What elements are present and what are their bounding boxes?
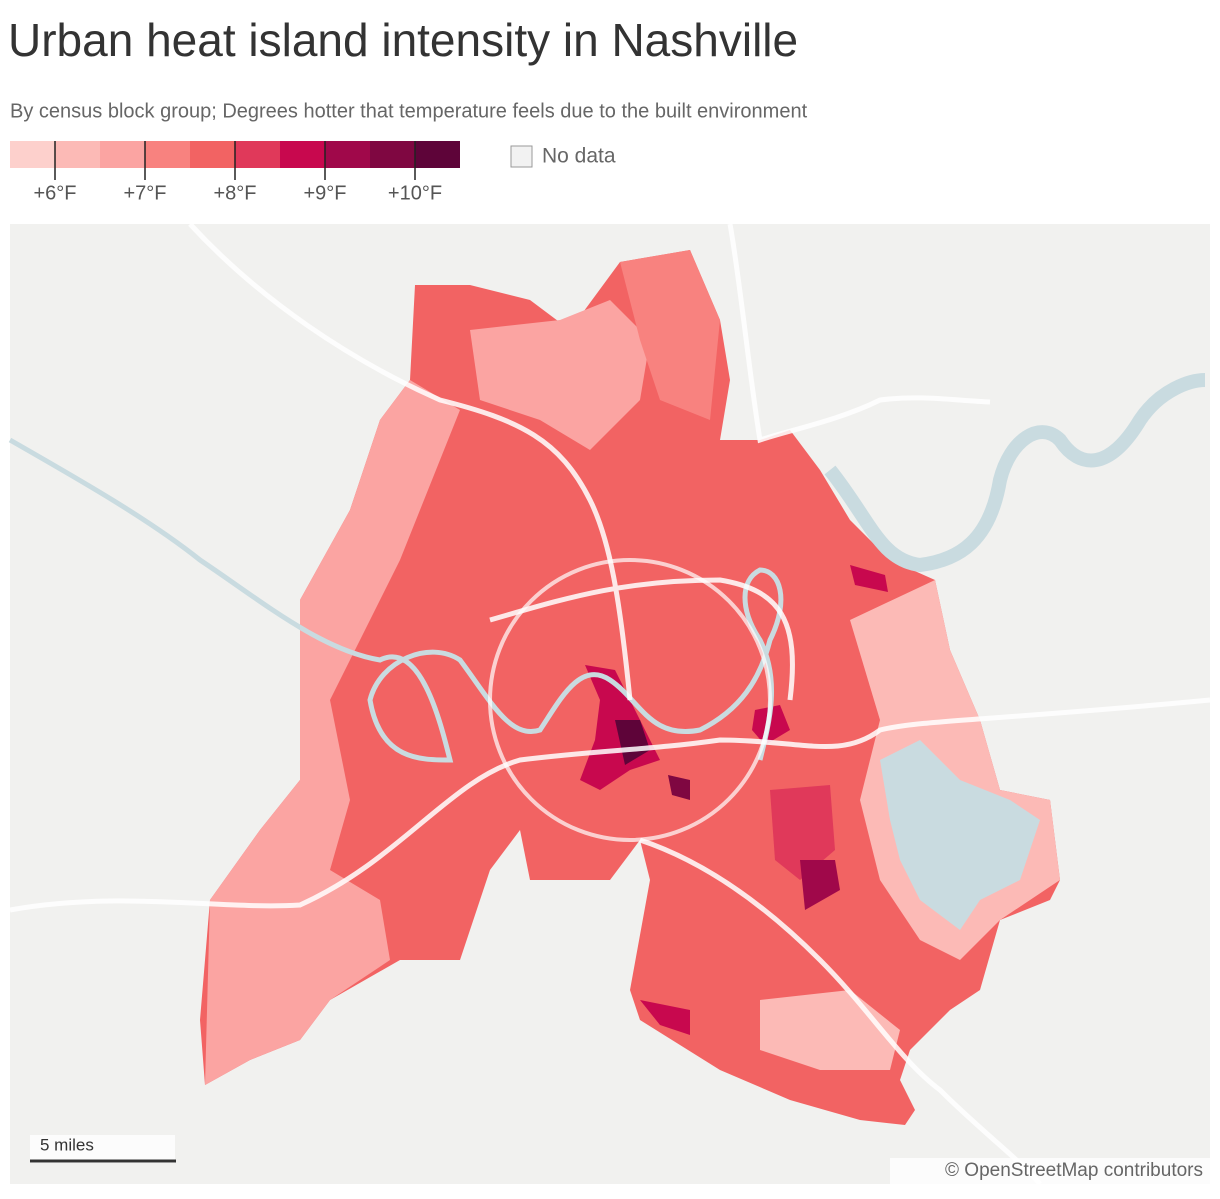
attribution: © OpenStreetMap contributors [945, 1160, 1203, 1181]
region-core [752, 705, 790, 745]
region-light [470, 300, 650, 450]
region-light [205, 380, 460, 1085]
region-mid [620, 250, 720, 420]
scale-bg [30, 1135, 175, 1163]
region-dark [770, 785, 835, 880]
legend-tick-label: +9°F [303, 182, 346, 204]
legend-swatch [100, 141, 145, 168]
no-data-swatch [510, 145, 533, 168]
legend-tick-label: +10°F [388, 182, 442, 204]
road [9, 222, 1211, 1186]
legend-swatch [415, 141, 460, 168]
legend-swatch [55, 141, 100, 168]
legend-swatch [370, 141, 415, 168]
legend: +6°F +7°F +8°F +9°F +10°F [10, 141, 460, 204]
title: Urban heat island intensity in Nashville [8, 14, 798, 66]
region-darker [668, 775, 690, 800]
legend-swatch [190, 141, 235, 168]
river [8, 437, 784, 763]
region-darker [800, 860, 840, 910]
river [824, 373, 1206, 573]
subtitle: By census block group; Degrees hotter th… [10, 100, 808, 122]
legend-swatch [10, 141, 55, 168]
legend-tick-label: +7°F [123, 182, 166, 204]
legend-tick-label: +6°F [33, 182, 76, 204]
region-core [850, 565, 888, 592]
legend-swatch [280, 141, 325, 168]
attribution-bg [890, 1158, 1210, 1184]
region-core-max [615, 720, 650, 765]
legend-swatch [325, 141, 370, 168]
map [8, 222, 1211, 1186]
lake [880, 740, 1040, 930]
no-data-label: No data [542, 145, 616, 168]
legend-tick-label: +8°F [213, 182, 256, 204]
region-core [640, 1000, 690, 1035]
legend-swatch [235, 141, 280, 168]
scale-label: 5 miles [40, 1135, 94, 1154]
road-loop [488, 558, 772, 842]
legend-swatch [145, 141, 190, 168]
